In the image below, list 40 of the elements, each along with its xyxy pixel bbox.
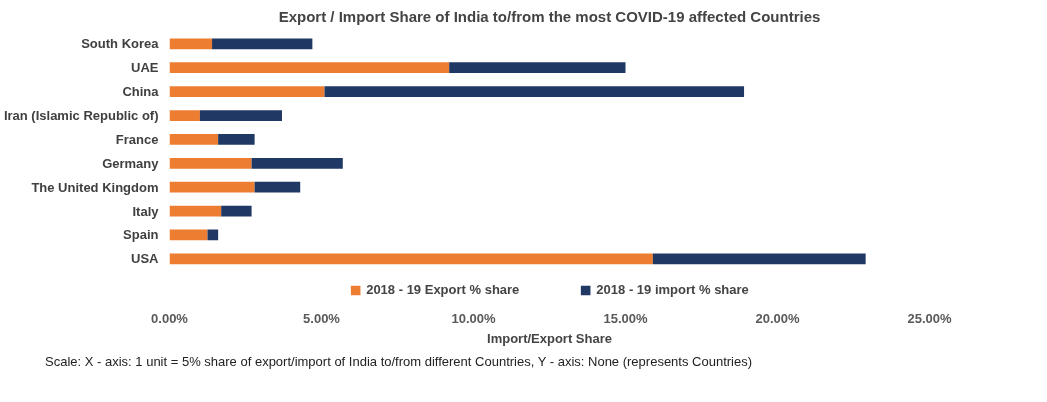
bar: [218, 134, 255, 145]
bar: [221, 205, 252, 217]
x-tick-label: 10.00%: [451, 310, 496, 326]
bar: [324, 86, 745, 97]
bar: [169, 62, 450, 74]
bar: [652, 253, 866, 265]
bar: [254, 181, 301, 193]
bar: [169, 229, 208, 241]
bar: [199, 110, 282, 121]
x-axis-title: Import/Export Share: [487, 330, 612, 346]
bar: [169, 181, 255, 193]
bar: [169, 205, 222, 217]
bar: [169, 157, 252, 169]
y-tick-label: USA: [131, 251, 160, 267]
text: Scale: X - axis: 1 unit = 5% share of export/import of India to/from different Countries, Y - axis: None (represents Countries): [45, 353, 753, 371]
x-tick-label: 15.00%: [603, 310, 648, 326]
y-tick-label: Italy: [132, 203, 160, 219]
bar: [212, 38, 313, 50]
x-tick-label: 5.00%: [303, 310, 341, 326]
bar: [169, 134, 219, 145]
y-tick-label: The United Kingdom: [31, 179, 159, 195]
y-tick-label: Germany: [102, 155, 160, 171]
x-tick-label: 20.00%: [755, 310, 800, 326]
y-tick-label: France: [115, 131, 159, 147]
chart-title: Export / Import Share of India to/from the most COVID-19 affected Countries: [278, 7, 821, 25]
bar: [449, 62, 626, 74]
bar: [251, 157, 343, 169]
bar: [169, 110, 200, 121]
legend-label: 2018 - 19 import % share: [596, 282, 749, 297]
legend-label: 2018 - 19 Export % share: [366, 282, 520, 297]
bar: [169, 86, 325, 97]
bar: [169, 253, 653, 265]
y-tick-label: Spain: [123, 227, 159, 243]
y-tick-label: Iran (Islamic Republic of): [3, 108, 159, 124]
y-tick-label: UAE: [131, 60, 159, 76]
x-tick-label: 0.00%: [151, 310, 189, 326]
y-tick-label: China: [122, 84, 160, 100]
y-tick-label: South Korea: [81, 36, 160, 52]
bar: [169, 38, 213, 50]
x-tick-label: 25.00%: [907, 310, 952, 326]
